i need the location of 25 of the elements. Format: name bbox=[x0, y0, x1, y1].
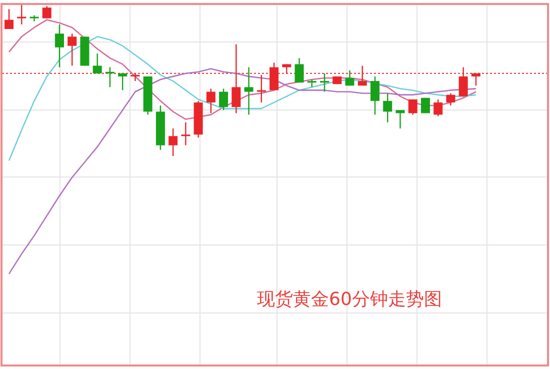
candlestick bbox=[181, 122, 190, 146]
candlestick bbox=[105, 66, 114, 88]
candlestick bbox=[54, 24, 64, 68]
candlestick bbox=[206, 88, 216, 114]
candlestick bbox=[408, 98, 418, 116]
candlestick bbox=[168, 128, 178, 157]
candlestick bbox=[396, 110, 405, 130]
candlestick bbox=[17, 2, 26, 26]
candlestick bbox=[4, 8, 14, 30]
candlestick bbox=[118, 72, 128, 91]
candlestick bbox=[30, 14, 39, 22]
candlestick bbox=[68, 33, 77, 66]
candlestick bbox=[370, 76, 380, 116]
candlestick bbox=[383, 92, 392, 123]
candlestick bbox=[320, 72, 329, 92]
candlestick bbox=[42, 5, 52, 19]
candlestick bbox=[92, 52, 102, 74]
candlestick bbox=[434, 98, 443, 117]
candlestick bbox=[294, 57, 304, 84]
candlestick bbox=[244, 66, 254, 116]
candlestick bbox=[256, 74, 266, 104]
text: 现货黄金60分钟走势图 bbox=[257, 289, 442, 310]
candlestick bbox=[446, 92, 456, 106]
candlestick bbox=[219, 88, 228, 111]
candlestick bbox=[345, 70, 354, 86]
